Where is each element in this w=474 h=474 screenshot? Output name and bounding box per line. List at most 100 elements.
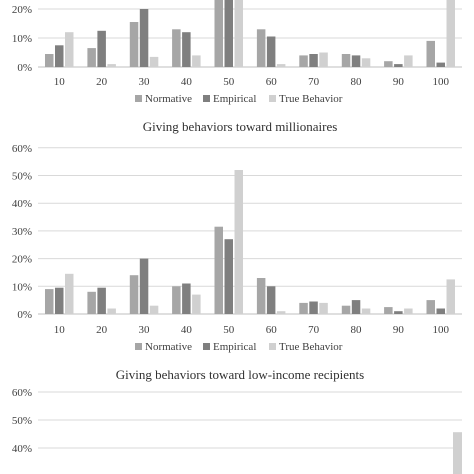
- bar-normative-80: [341, 54, 351, 67]
- x-tick-label: 40: [181, 76, 193, 88]
- x-tick-label: 30: [139, 324, 151, 336]
- x-tick-label: 70: [308, 76, 320, 88]
- chart-top-xticks: 10 20 30 40 50 60 70 80 90 100: [54, 76, 450, 88]
- bar-normative-40: [172, 286, 181, 314]
- bar-normative-10: [45, 289, 54, 314]
- legend-swatch-empirical: [203, 95, 210, 102]
- bar-empirical-30: [139, 9, 149, 67]
- x-tick-label: 60: [266, 76, 278, 88]
- x-tick-label: 60: [266, 324, 278, 336]
- bar-normative-30: [129, 22, 139, 67]
- chart-top-legend: Normative Empirical True Behavior: [135, 93, 343, 105]
- x-tick-label: 10: [54, 324, 66, 336]
- bar-empirical-80: [351, 300, 361, 314]
- legend-label-true-behavior: True Behavior: [279, 341, 343, 353]
- bar-true-behavior-50: [234, 170, 243, 314]
- bar-normative-90: [384, 307, 393, 314]
- bar-empirical-20: [97, 287, 106, 314]
- chart-middle: 0%10%20%30%40%50%60% 10 20 30 40 50 60 70 80 90 1…: [12, 143, 462, 353]
- chart-bottom-bars: [453, 432, 462, 474]
- bar-empirical-40: [182, 283, 191, 314]
- bar-normative-20: [87, 48, 96, 67]
- bar-true-behavior-60: [276, 64, 286, 67]
- x-tick-label: 100: [433, 324, 450, 336]
- legend-label-normative: Normative: [145, 93, 192, 105]
- x-tick-label: 80: [351, 76, 363, 88]
- legend-label-normative: Normative: [145, 341, 192, 353]
- y-tick-label: 50%: [12, 415, 32, 427]
- bar-true-behavior-60: [276, 311, 286, 314]
- y-tick-label: 50%: [12, 171, 32, 183]
- x-tick-label: 100: [433, 76, 450, 88]
- bar-empirical-60: [266, 36, 276, 67]
- y-tick-label: 10%: [12, 281, 32, 293]
- x-tick-label: 30: [139, 76, 151, 88]
- bar-empirical-90: [394, 64, 403, 67]
- chart-bottom-title: Giving behaviors toward low-income recip…: [116, 367, 364, 382]
- bar-normative-30: [129, 275, 139, 314]
- x-tick-label: 20: [96, 324, 108, 336]
- bar-true-behavior-100: [446, 279, 455, 314]
- x-tick-label: 10: [54, 76, 66, 88]
- x-tick-label: 50: [223, 76, 235, 88]
- legend-label-true-behavior: True Behavior: [279, 93, 343, 105]
- x-tick-label: 90: [393, 76, 405, 88]
- bar-empirical-50: [224, 0, 233, 67]
- bar-true-behavior-100: [453, 432, 462, 474]
- bar-empirical-20: [97, 30, 106, 68]
- bar-true-behavior-10: [65, 32, 74, 67]
- chart-middle-title: Giving behaviors toward millionaires: [143, 119, 338, 134]
- bar-true-behavior-20: [107, 64, 116, 67]
- bar-empirical-80: [351, 55, 361, 67]
- bar-true-behavior-10: [65, 273, 74, 314]
- bar-true-behavior-100: [446, 0, 455, 67]
- bar-normative-70: [299, 302, 308, 314]
- bar-normative-100: [426, 40, 435, 67]
- y-tick-label: 0%: [17, 309, 32, 321]
- bar-normative-100: [426, 300, 435, 314]
- legend-swatch-normative: [135, 343, 142, 350]
- bar-true-behavior-40: [192, 55, 201, 67]
- bar-empirical-10: [55, 287, 64, 314]
- bar-empirical-100: [436, 62, 445, 67]
- x-tick-label: 80: [351, 324, 363, 336]
- y-tick-label: 20%: [12, 254, 32, 266]
- y-tick-label: 40%: [12, 198, 32, 210]
- bar-true-behavior-80: [361, 308, 371, 314]
- bar-normative-50: [214, 226, 223, 314]
- x-tick-label: 90: [393, 324, 405, 336]
- bar-normative-80: [341, 305, 351, 314]
- legend-label-empirical: Empirical: [213, 93, 256, 105]
- y-tick-label: 10%: [12, 33, 32, 45]
- bar-empirical-60: [266, 286, 276, 314]
- bar-true-behavior-90: [404, 55, 413, 67]
- bar-true-behavior-80: [361, 58, 371, 67]
- bar-true-behavior-40: [192, 294, 201, 314]
- chart-bottom-yticks: 60% 50% 40%: [12, 387, 32, 455]
- bar-true-behavior-50: [234, 0, 243, 67]
- bar-normative-90: [384, 61, 393, 67]
- legend-label-empirical: Empirical: [213, 341, 256, 353]
- chart-top-yticks: 0% 10% 20%: [12, 4, 32, 74]
- y-tick-label: 60%: [12, 143, 32, 155]
- legend-swatch-empirical: [203, 343, 210, 350]
- chart-middle-legend: Normative Empirical True Behavior: [135, 341, 343, 353]
- bar-empirical-50: [224, 239, 233, 314]
- chart-middle-xticks: 10 20 30 40 50 60 70 80 90 100: [54, 324, 450, 336]
- x-tick-label: 50: [223, 324, 235, 336]
- bar-true-behavior-70: [319, 52, 328, 67]
- bar-normative-60: [256, 29, 266, 67]
- bar-normative-40: [172, 29, 181, 67]
- bar-empirical-100: [436, 308, 445, 314]
- bar-empirical-70: [309, 301, 318, 314]
- bar-true-behavior-30: [149, 305, 159, 314]
- bar-empirical-70: [309, 54, 318, 67]
- bar-empirical-10: [55, 45, 64, 68]
- chart-bottom: 60% 50% 40%: [12, 387, 462, 474]
- chart-top: 0% 10% 20% 10 20 30 40 50 60 70 80 90 100 Normative…: [12, 0, 462, 105]
- bar-empirical-90: [394, 311, 403, 314]
- chart-bottom-gridlines: [38, 391, 462, 449]
- chart-middle-yticks: 0% 10% 20% 30% 40% 50% 60%: [12, 143, 32, 321]
- chart-top-bars: [45, 0, 455, 68]
